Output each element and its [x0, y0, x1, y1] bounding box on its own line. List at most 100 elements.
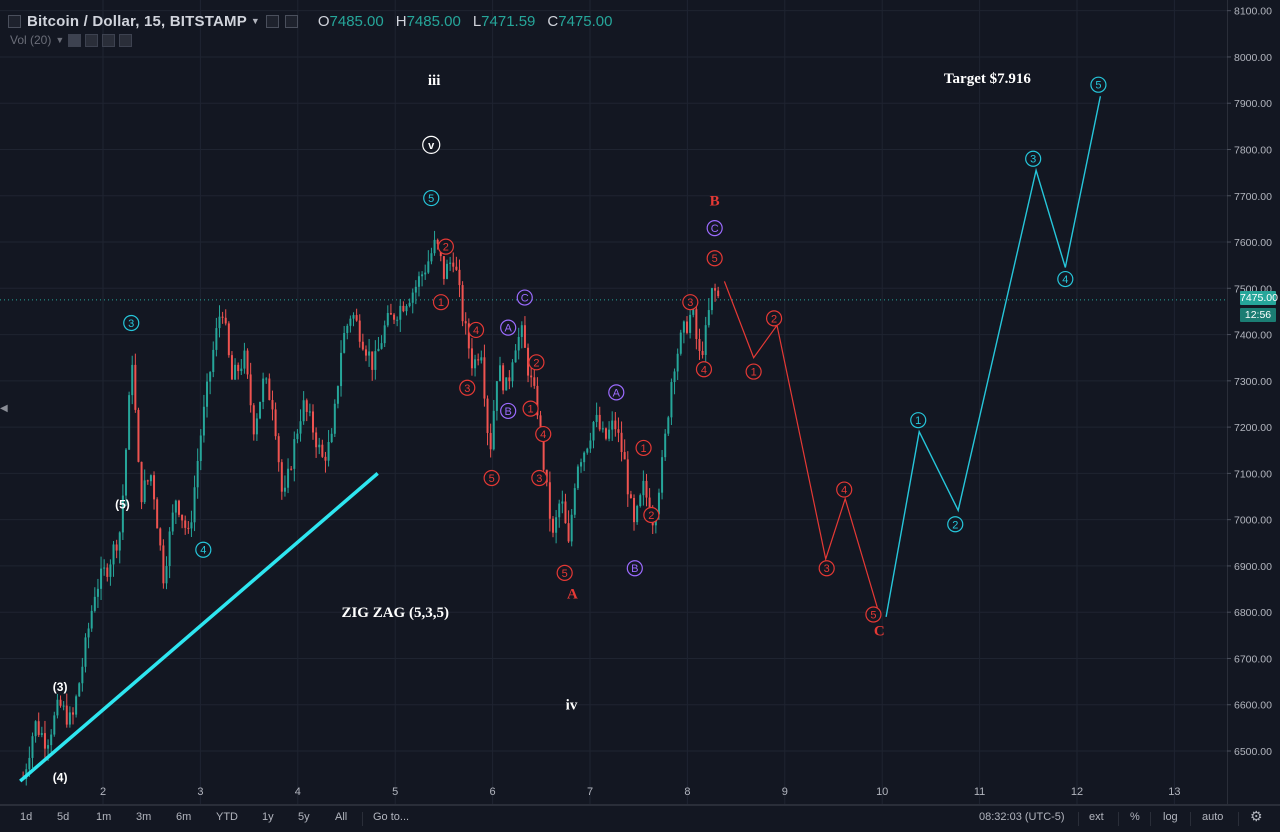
chevron-down-icon[interactable]: ▼	[55, 35, 65, 45]
volume-label[interactable]: Vol (20)	[10, 33, 52, 47]
candle-body	[115, 544, 118, 551]
wave-label-text: 4	[540, 429, 546, 441]
candle-body	[343, 333, 346, 353]
candle-body	[548, 482, 551, 519]
candle-body	[449, 262, 452, 264]
x-axis[interactable]: 2 3 4 5 6 7 8 9 10 11 12 13	[100, 786, 1181, 798]
ext-button[interactable]: ext	[1089, 811, 1104, 823]
toolbar-divider	[1118, 812, 1119, 826]
log-button[interactable]: log	[1163, 811, 1178, 823]
range-button-6m[interactable]: 6m	[176, 811, 192, 823]
candle-body	[72, 712, 75, 715]
candle-body	[542, 430, 545, 470]
toolbar-divider	[1238, 812, 1239, 826]
candle-body	[68, 712, 71, 725]
wave-label-text: B	[631, 563, 638, 575]
wave-label-circle	[500, 319, 517, 336]
candle-body	[527, 347, 530, 376]
candle-body	[436, 239, 439, 244]
wave-label-text: 5	[489, 473, 495, 485]
candle-body	[667, 417, 670, 434]
wave-label-circle	[818, 560, 835, 577]
candle-body	[358, 320, 361, 342]
range-button-1m[interactable]: 1m	[96, 811, 112, 823]
candle-body	[717, 290, 720, 297]
range-button-all[interactable]: All	[335, 811, 348, 823]
wave-label-text: 3	[128, 318, 134, 330]
eye-icon[interactable]	[284, 14, 298, 28]
candle-body	[464, 321, 467, 324]
range-button-3m[interactable]: 3m	[136, 811, 152, 823]
gear-icon[interactable]: ⚙	[1250, 808, 1263, 824]
candle-body	[56, 699, 59, 716]
wave-label-text: 5	[1095, 80, 1101, 92]
range-button-5y[interactable]: 5y	[298, 811, 310, 823]
plus-icon[interactable]	[102, 33, 116, 47]
auto-button[interactable]: auto	[1202, 811, 1224, 823]
range-button-1y[interactable]: 1y	[262, 811, 274, 823]
candle-body	[502, 365, 505, 391]
candle-body	[511, 362, 514, 382]
x-tick-label: 11	[974, 786, 985, 798]
candle-body	[626, 459, 629, 495]
chevron-down-icon[interactable]: ▼	[250, 16, 260, 26]
candle-body	[446, 263, 449, 279]
go-to-button[interactable]: Go to...	[373, 811, 410, 823]
wave-label-text: 1	[915, 415, 921, 427]
range-button-5d[interactable]: 5d	[57, 811, 70, 823]
toolbar-divider	[362, 812, 363, 826]
wave-label-circle	[682, 294, 699, 311]
candle-body	[661, 457, 664, 493]
range-button-1d[interactable]: 1d	[20, 811, 33, 823]
wave-label-text: 4	[701, 364, 707, 376]
candle-body	[90, 610, 93, 629]
x-tick-label: 13	[1168, 786, 1180, 798]
eye-icon[interactable]	[68, 33, 82, 47]
candle-body	[255, 418, 258, 435]
candle-body	[477, 359, 480, 361]
clock-readout[interactable]: 08:32:03 (UTC-5)	[979, 811, 1065, 823]
candle-body	[536, 385, 539, 416]
candle-body	[174, 500, 177, 513]
candle-body	[37, 721, 40, 735]
settings-icon[interactable]	[85, 33, 99, 47]
collapse-icon[interactable]	[8, 14, 21, 28]
wave-label-text: 5	[428, 193, 434, 205]
candle-body	[714, 288, 717, 291]
candle-body	[455, 266, 458, 270]
candle-body	[265, 378, 268, 380]
candle-body	[452, 262, 455, 267]
projection-cyan-path[interactable]	[885, 96, 1102, 617]
wave-label-text: 1	[528, 404, 534, 416]
wave-label-text: 3	[1030, 154, 1036, 166]
left-collapse-handle[interactable]: ◀	[0, 403, 8, 414]
candle-body	[159, 528, 162, 546]
x-tick-label: 12	[1071, 786, 1083, 798]
annotation-text: Target $7.916	[944, 71, 1031, 87]
settings-icon[interactable]	[265, 14, 279, 28]
wave-label-text: 4	[473, 325, 479, 337]
y-tick-label: 7300.00	[1234, 376, 1272, 388]
wave-label-circle	[765, 310, 783, 327]
candle-body	[121, 495, 124, 533]
volume-indicator-header: Vol (20) ▼	[10, 33, 133, 47]
support-trendline[interactable]	[19, 472, 379, 783]
wave-label-circle	[695, 361, 713, 378]
candle-body	[442, 256, 445, 279]
range-button-ytd[interactable]: YTD	[216, 811, 238, 823]
projection-red-path[interactable]	[723, 281, 878, 608]
ohlc-low-value: 7471.59	[481, 12, 536, 30]
candle-body	[555, 517, 558, 533]
close-icon[interactable]	[119, 33, 133, 47]
candle-body	[153, 475, 156, 500]
ohlc-values: O7485.00 H7485.00 L7471.59 C7475.00	[318, 13, 613, 30]
percent-button[interactable]: %	[1130, 811, 1140, 823]
candle-body	[355, 315, 358, 321]
symbol-title[interactable]: Bitcoin / Dollar, 15, BITSTAMP	[27, 12, 247, 30]
candle-body	[595, 414, 598, 422]
wave-label-circle	[836, 481, 853, 498]
candle-body	[648, 497, 651, 516]
candle-body	[277, 436, 280, 463]
x-tick-label: 10	[876, 786, 888, 798]
